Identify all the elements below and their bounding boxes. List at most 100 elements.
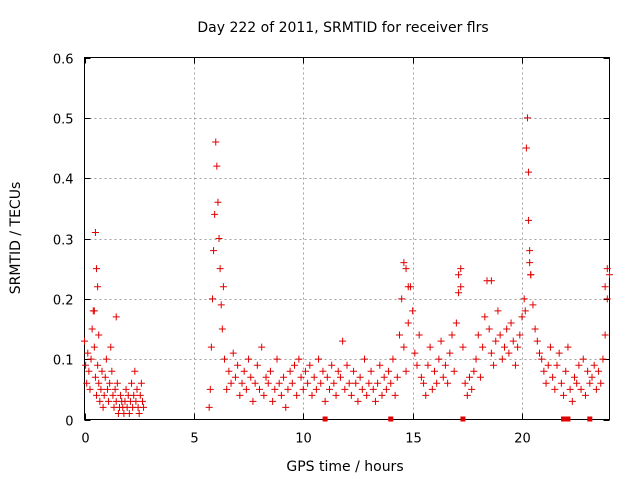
data-point	[339, 337, 347, 345]
data-point	[345, 379, 353, 387]
data-point	[91, 228, 99, 236]
data-point	[590, 361, 598, 369]
data-point	[83, 379, 91, 387]
data-point	[105, 397, 113, 405]
data-point	[358, 385, 366, 393]
data-point	[505, 349, 513, 357]
data-point	[474, 331, 482, 339]
data-point	[487, 277, 495, 285]
data-point	[503, 325, 511, 333]
data-point	[350, 367, 358, 375]
data-point	[601, 283, 609, 291]
y-axis-title: SRMTID / TECUs	[8, 182, 24, 295]
data-point	[299, 385, 307, 393]
data-point	[323, 373, 331, 381]
data-point	[99, 403, 107, 411]
data-point	[426, 343, 434, 351]
data-point	[96, 397, 104, 405]
data-point	[291, 361, 298, 369]
data-point	[213, 162, 221, 170]
data-point	[86, 385, 94, 393]
data-point	[378, 391, 386, 399]
data-point	[562, 367, 570, 375]
data-point	[575, 361, 583, 369]
data-point	[269, 397, 277, 405]
data-point	[211, 210, 219, 218]
data-point	[400, 259, 408, 267]
data-point	[334, 367, 342, 375]
data-point	[93, 391, 101, 399]
data-point	[393, 373, 401, 381]
data-point	[94, 283, 102, 291]
data-point	[106, 379, 114, 387]
data-point	[361, 355, 368, 363]
data-point	[584, 367, 592, 375]
data-point	[577, 385, 585, 393]
data-point	[374, 379, 382, 387]
data-point	[94, 361, 102, 369]
data-point	[450, 367, 458, 375]
data-point	[293, 391, 301, 399]
data-point	[98, 367, 106, 375]
data-point	[258, 343, 266, 351]
data-point	[536, 349, 543, 357]
y-tick-label: 0.4	[53, 173, 74, 188]
data-point	[568, 397, 576, 405]
data-point	[363, 391, 371, 399]
data-point	[452, 319, 460, 327]
data-point	[494, 307, 502, 315]
data-point	[437, 337, 445, 345]
data-point	[271, 385, 279, 393]
data-point	[227, 379, 235, 387]
data-point	[90, 343, 98, 351]
data-point	[526, 259, 534, 267]
data-point	[286, 367, 294, 375]
data-point	[277, 391, 285, 399]
data-point	[95, 379, 103, 387]
data-point	[306, 361, 314, 369]
y-tick-label: 0.2	[53, 294, 74, 309]
data-point	[490, 361, 498, 369]
data-point	[135, 409, 143, 417]
chart-title: Day 222 of 2011, SRMTID for receiver flr…	[197, 20, 488, 36]
data-point	[332, 391, 340, 399]
data-point	[496, 331, 504, 339]
data-point	[216, 265, 224, 273]
data-point	[507, 319, 515, 327]
data-point	[472, 355, 480, 363]
data-point	[84, 349, 92, 357]
data-point	[409, 307, 417, 315]
data-point	[522, 144, 530, 152]
data-point	[433, 379, 441, 387]
data-point	[526, 247, 534, 255]
data-point	[205, 403, 213, 411]
data-point	[288, 379, 296, 387]
data-point	[501, 343, 508, 351]
data-point	[240, 367, 248, 375]
data-point	[459, 343, 467, 351]
data-point	[525, 216, 533, 224]
data-point	[225, 367, 233, 375]
data-point	[404, 319, 412, 327]
data-point	[95, 331, 103, 339]
data-point	[371, 397, 379, 405]
data-point	[527, 271, 535, 279]
data-point	[514, 343, 522, 351]
data-point	[400, 343, 408, 351]
data-point	[463, 391, 471, 399]
data-point	[352, 379, 360, 387]
data-point	[553, 361, 561, 369]
data-point	[402, 265, 410, 273]
data-point	[301, 367, 309, 375]
data-point	[328, 361, 336, 369]
data-point	[470, 367, 478, 375]
data-point	[597, 379, 605, 387]
data-point	[264, 379, 272, 387]
data-point	[588, 373, 596, 381]
data-point	[538, 355, 546, 363]
x-tick-label: 5	[190, 432, 198, 447]
data-point	[206, 385, 214, 393]
data-point	[367, 367, 375, 375]
data-point	[516, 331, 524, 339]
data-point	[266, 367, 274, 375]
